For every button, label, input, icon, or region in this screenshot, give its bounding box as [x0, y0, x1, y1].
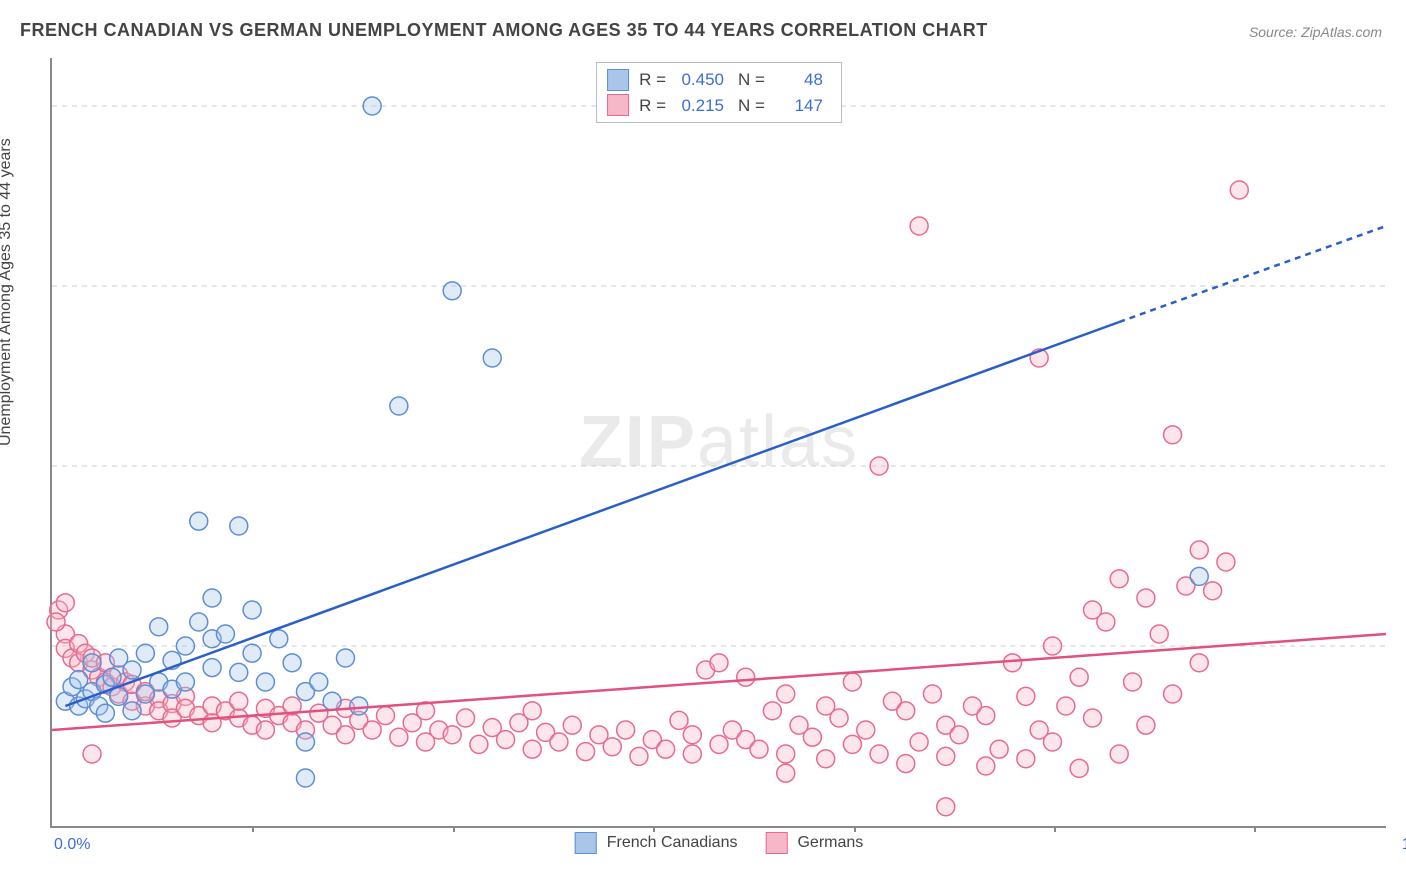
y-tick-label: 15.0%: [1396, 458, 1406, 476]
legend-item-german: Germans: [765, 832, 863, 854]
x-tick: [854, 826, 856, 832]
chart-svg: [52, 58, 1386, 826]
legend-item-french: French Canadians: [575, 832, 738, 854]
y-tick-label: 7.5%: [1396, 639, 1406, 657]
stats-r-label: R =: [639, 67, 666, 93]
swatch-french-icon: [575, 832, 597, 854]
stats-r-german: 0.215: [680, 93, 724, 119]
legend-label-french: French Canadians: [607, 834, 738, 852]
stats-n-label: N =: [738, 93, 765, 119]
stats-r-french: 0.450: [680, 67, 724, 93]
stats-r-label: R =: [639, 93, 666, 119]
y-tick-label: 22.5%: [1396, 278, 1406, 296]
source-label: Source: ZipAtlas.com: [1249, 24, 1382, 40]
stats-legend-box: R = 0.450 N = 48 R = 0.215 N = 147: [596, 62, 842, 123]
y-axis-label: Unemployment Among Ages 35 to 44 years: [0, 138, 15, 446]
stats-row-german: R = 0.215 N = 147: [607, 93, 831, 119]
stats-row-french: R = 0.450 N = 48: [607, 67, 831, 93]
swatch-german: [607, 94, 629, 116]
stats-n-german: 147: [779, 93, 823, 119]
x-tick: [653, 826, 655, 832]
x-tick-label: 0.0%: [54, 836, 90, 854]
x-tick: [252, 826, 254, 832]
y-tick-label: 30.0%: [1396, 97, 1406, 115]
legend-label-german: Germans: [797, 834, 863, 852]
plot-area: ZIPatlas R = 0.450 N = 48 R = 0.215 N = …: [50, 58, 1386, 828]
x-tick-label: 100.0%: [1396, 836, 1406, 854]
bottom-legend: French Canadians Germans: [575, 832, 864, 854]
x-tick: [1254, 826, 1256, 832]
swatch-german-icon: [765, 832, 787, 854]
chart-title: FRENCH CANADIAN VS GERMAN UNEMPLOYMENT A…: [20, 20, 988, 41]
stats-n-label: N =: [738, 67, 765, 93]
stats-n-french: 48: [779, 67, 823, 93]
x-tick: [453, 826, 455, 832]
swatch-french: [607, 69, 629, 91]
x-tick: [1054, 826, 1056, 832]
